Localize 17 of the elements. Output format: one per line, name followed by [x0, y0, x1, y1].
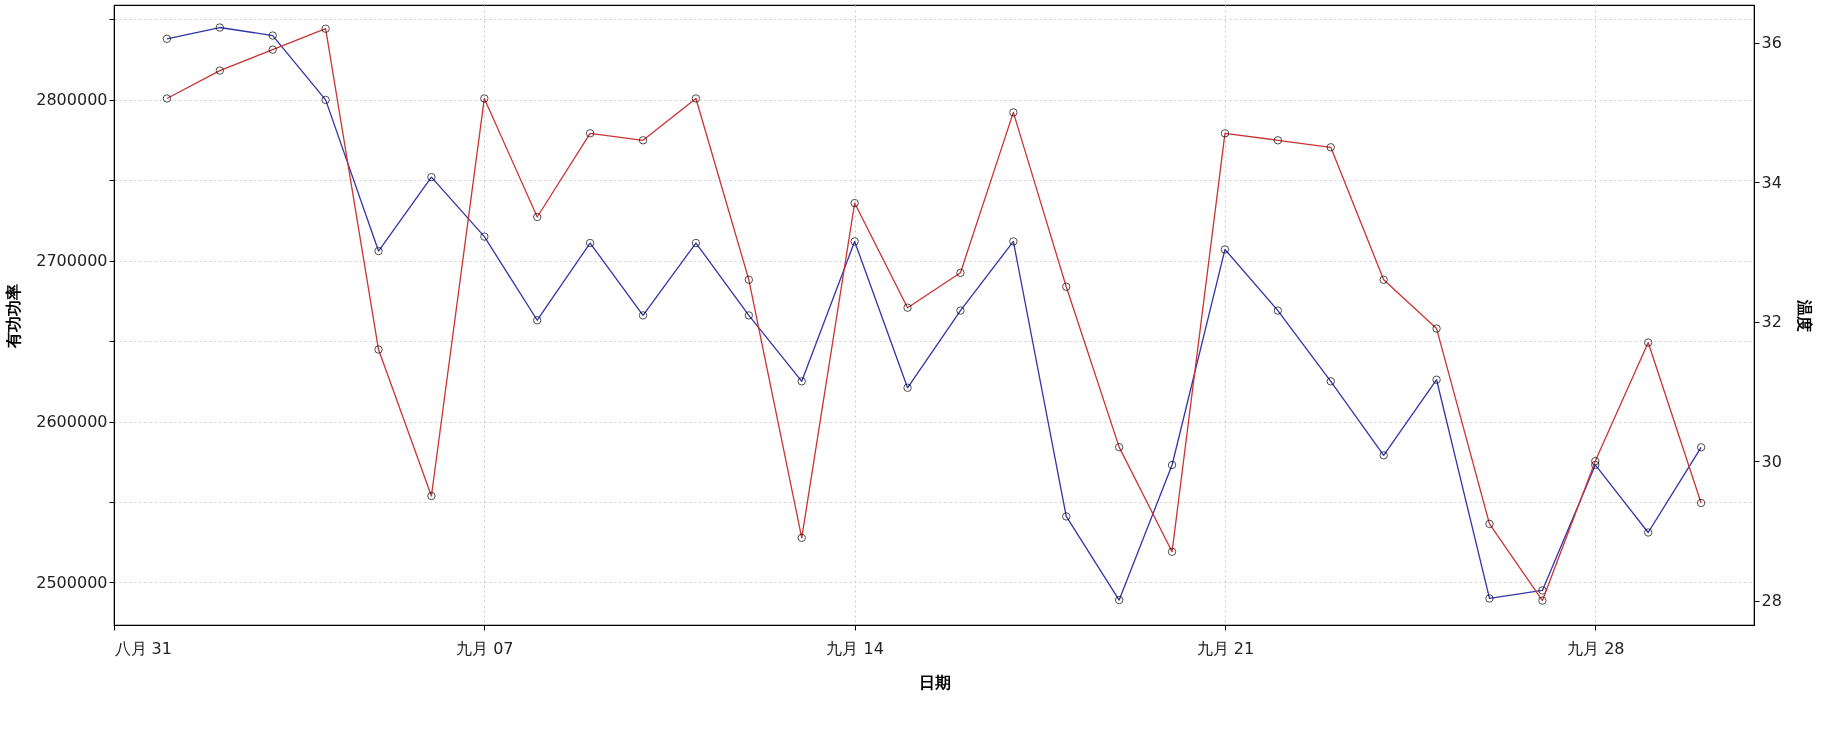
x-tick-label: 九月 14: [826, 638, 884, 658]
y2-tick-label: 30: [1761, 451, 1782, 471]
x-tick-label: 九月 07: [456, 638, 514, 658]
y-tick-label: 2800000: [36, 90, 108, 110]
y2-tick-label: 32: [1761, 312, 1782, 332]
x-axis-title: 日期: [918, 672, 951, 692]
x-tick-label: 九月 21: [1196, 638, 1255, 658]
y2-tick-label: 36: [1761, 33, 1782, 53]
y-tick-label: 2500000: [36, 572, 108, 592]
y-tick-label: 2700000: [36, 251, 108, 271]
y2-axis-title: 温度: [1794, 298, 1814, 332]
y2-tick-label: 28: [1761, 591, 1782, 611]
y-axis-title: 有功功率: [4, 283, 24, 349]
y2-tick-label: 34: [1761, 172, 1782, 192]
x-tick-label: 九月 28: [1567, 638, 1625, 658]
y-tick-label: 2600000: [36, 412, 108, 432]
x-tick-label: 八月 31: [114, 638, 172, 658]
